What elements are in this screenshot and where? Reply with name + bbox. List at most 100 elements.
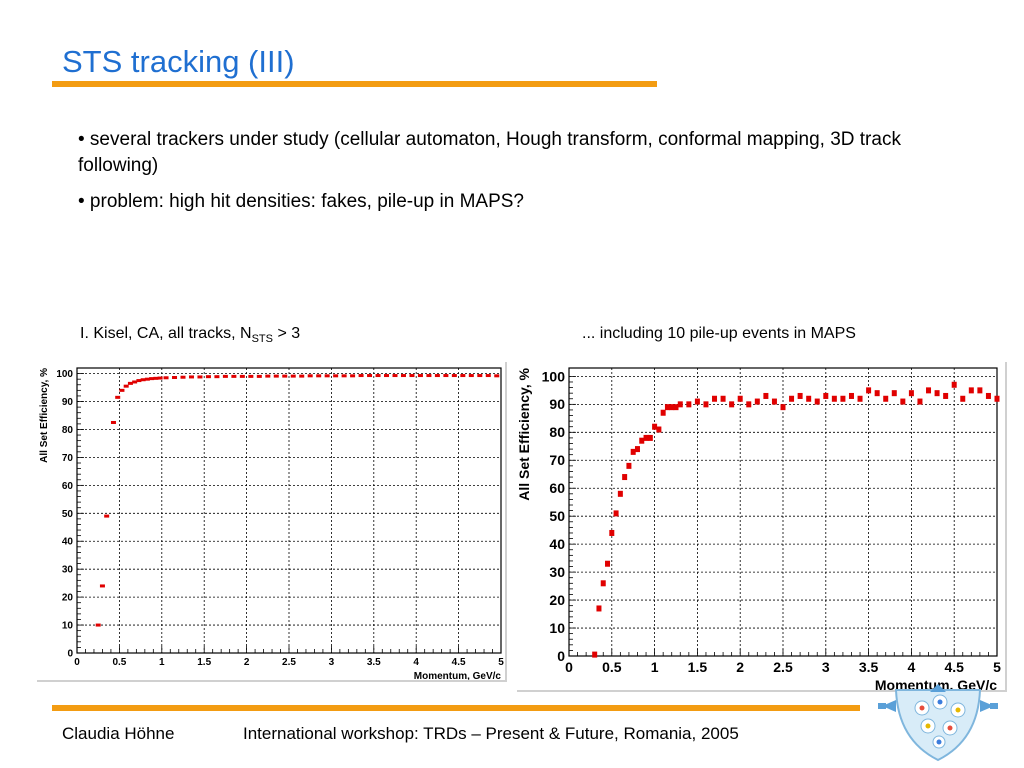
- data-point: [460, 374, 466, 378]
- data-point: [477, 374, 483, 378]
- data-point: [417, 374, 423, 378]
- data-point: [806, 395, 812, 402]
- data-point: [222, 374, 228, 378]
- y-tick-label: 60: [549, 480, 565, 496]
- data-point: [613, 510, 619, 517]
- data-point: [994, 395, 1000, 402]
- data-point: [703, 401, 709, 408]
- data-point: [157, 376, 163, 380]
- data-point: [780, 404, 786, 411]
- data-point: [686, 401, 692, 408]
- y-tick-label: 30: [62, 565, 74, 576]
- y-tick-label: 80: [549, 424, 565, 440]
- data-point: [400, 374, 406, 378]
- data-point: [172, 376, 178, 379]
- x-tick-label: 3.5: [859, 659, 879, 675]
- y-tick-label: 10: [549, 620, 565, 636]
- data-point: [985, 392, 991, 399]
- data-point: [609, 529, 615, 536]
- data-point: [908, 390, 914, 397]
- data-point: [205, 375, 211, 379]
- data-point: [622, 474, 628, 481]
- x-tick-label: 2.5: [773, 659, 793, 675]
- data-point: [434, 374, 440, 378]
- y-tick-label: 100: [542, 368, 566, 384]
- x-tick-label: 2.5: [282, 657, 296, 668]
- x-tick-label: 0: [74, 657, 80, 668]
- data-point: [605, 560, 611, 567]
- x-tick-label: 1.5: [688, 659, 708, 675]
- footer-rule: [52, 705, 860, 711]
- x-tick-label: 3: [822, 659, 830, 675]
- y-axis-label: All Set Efficiency, %: [39, 368, 50, 463]
- bullet-item-trackers: • several trackers under study (cellular…: [78, 129, 901, 176]
- y-tick-label: 70: [549, 452, 565, 468]
- x-tick-label: 4.5: [944, 659, 964, 675]
- title-underline: [52, 81, 657, 87]
- data-point: [673, 404, 679, 411]
- data-point: [960, 395, 966, 402]
- data-point: [299, 374, 305, 378]
- data-point: [248, 374, 254, 378]
- data-point: [153, 376, 159, 380]
- y-tick-label: 60: [62, 481, 74, 492]
- data-point: [596, 605, 602, 612]
- y-tick-label: 30: [549, 564, 565, 580]
- data-point: [720, 395, 726, 402]
- data-point: [729, 401, 735, 408]
- data-point: [392, 374, 398, 378]
- x-tick-label: 2: [736, 659, 744, 675]
- data-point: [874, 390, 880, 397]
- y-tick-label: 90: [62, 397, 74, 408]
- efficiency-chart-left: 0 0.5 1 1.5 2 2.5 3 3.5 4 4.5 50102030405060708090…: [39, 367, 504, 680]
- data-point: [324, 374, 330, 378]
- x-tick-label: 5: [498, 657, 504, 668]
- data-point: [763, 392, 769, 399]
- x-tick-label: 3: [329, 657, 335, 668]
- data-point: [136, 379, 142, 383]
- efficiency-plot-all-tracks: 0 0.5 1 1.5 2 2.5 3 3.5 4 4.5 5 0 10 20 30 40 50 60 70 80 90…: [35, 360, 505, 680]
- data-point: [968, 387, 974, 394]
- data-point: [119, 388, 125, 392]
- data-point: [316, 374, 322, 378]
- data-point: [814, 398, 820, 405]
- y-tick-label: 100: [56, 369, 73, 380]
- y-tick-label: 90: [549, 396, 565, 412]
- data-point: [840, 395, 846, 402]
- data-point: [163, 376, 169, 380]
- data-point: [643, 434, 649, 441]
- data-point: [188, 375, 194, 379]
- data-point: [917, 398, 923, 405]
- data-point: [115, 395, 121, 399]
- data-point: [273, 374, 279, 378]
- data-point: [485, 374, 491, 378]
- data-point: [977, 387, 983, 394]
- data-point: [149, 377, 155, 381]
- data-point: [426, 374, 432, 378]
- efficiency-plot-pileup: 0 0.5 1 1.5 2 2.5 3 3.5 4 4.5 5 0 10 20 30 40 50 60 70 80 90…: [515, 360, 1005, 690]
- data-point: [231, 374, 237, 378]
- footer-author: Claudia Höhne: [62, 724, 175, 743]
- data-point: [144, 377, 150, 381]
- x-tick-label: 1.5: [197, 657, 211, 668]
- data-point: [652, 423, 658, 430]
- y-tick-label: 40: [549, 536, 565, 552]
- data-point: [823, 392, 829, 399]
- data-point: [797, 392, 803, 399]
- x-axis-label: Momentum, GeV/c: [414, 671, 502, 680]
- x-tick-label: 4.5: [452, 657, 466, 668]
- data-point: [664, 404, 670, 411]
- data-point: [831, 395, 837, 402]
- data-point: [358, 374, 364, 378]
- data-point: [737, 395, 743, 402]
- data-point: [694, 398, 700, 405]
- plot-frame: [77, 368, 501, 653]
- data-point: [656, 426, 662, 433]
- data-point: [375, 374, 381, 378]
- bullet-item-problem: • problem: high hit densities: fakes, pi…: [78, 191, 524, 212]
- data-point: [857, 395, 863, 402]
- x-axis-label: Momentum, GeV/c: [875, 677, 997, 690]
- y-tick-label: 0: [557, 648, 565, 664]
- data-point: [256, 374, 262, 378]
- data-point: [669, 404, 675, 411]
